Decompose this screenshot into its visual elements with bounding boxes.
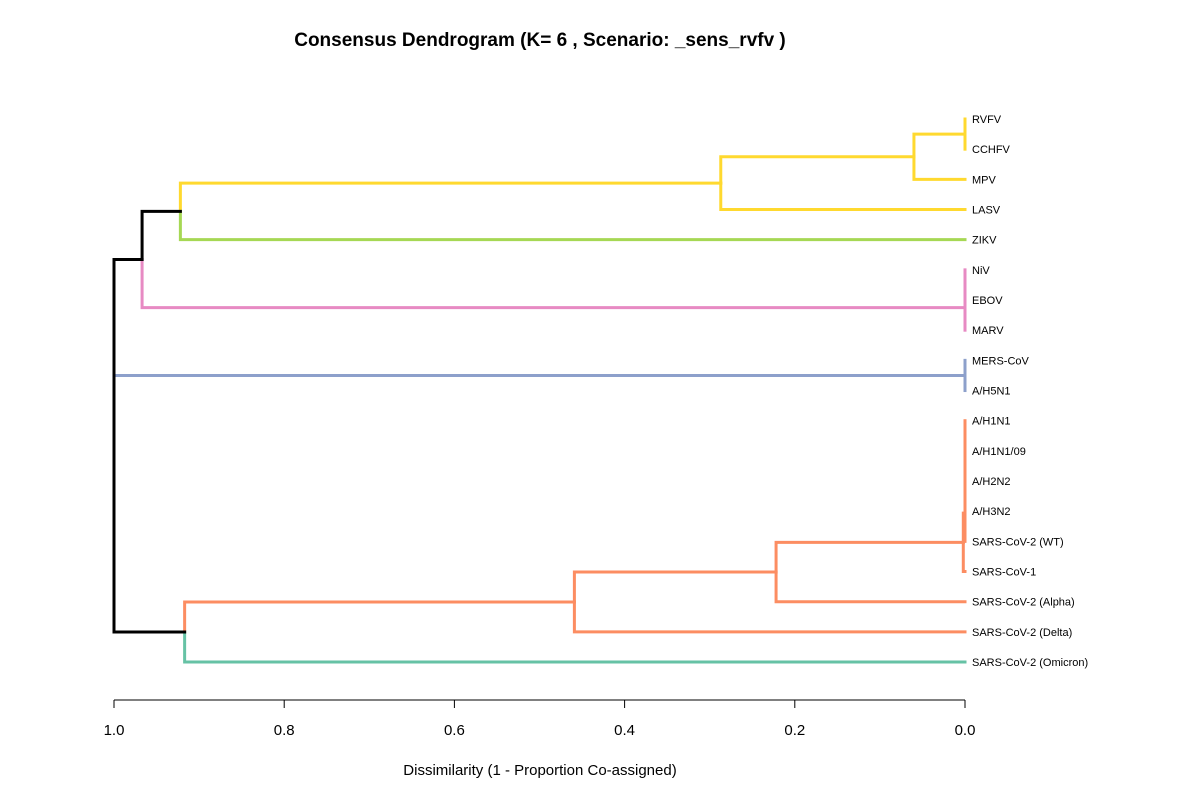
chart-title: Consensus Dendrogram (K= 6 , Scenario: _…	[294, 30, 786, 51]
merge-branch	[912, 155, 967, 181]
merge-branch	[719, 155, 916, 185]
leaf-label: MERS-CoV	[972, 355, 1030, 367]
leaf-label: EBOV	[972, 295, 1003, 307]
merge-branch	[774, 540, 965, 574]
dendrogram-merge-m13	[961, 511, 967, 574]
leaf-label: SARS-CoV-2 (Delta)	[972, 627, 1072, 639]
dendrogram-merge-m17	[112, 257, 967, 377]
x-tick-label: 0.8	[274, 722, 295, 739]
dendrogram-links	[112, 117, 967, 664]
x-tick-label: 0.2	[784, 722, 805, 739]
dendrogram-merge-m4	[178, 181, 967, 242]
merge-branch	[572, 600, 967, 634]
merge-branch	[140, 257, 967, 310]
x-tick-label: 1.0	[104, 722, 125, 739]
x-tick-label: 0.4	[614, 722, 635, 739]
dendrogram-merge-m7	[140, 209, 967, 310]
leaf-label: A/H1N1	[972, 416, 1011, 428]
leaf-label: ZIKV	[972, 235, 997, 247]
leaf-label: LASV	[972, 205, 1001, 217]
merge-branch	[961, 540, 967, 574]
leaf-label: SARS-CoV-1	[972, 567, 1036, 579]
merge-branch	[178, 181, 723, 213]
leaf-label: A/H1N1/09	[972, 446, 1026, 458]
merge-branch	[774, 570, 967, 604]
leaf-label: CCHFV	[972, 144, 1011, 156]
merge-branch	[183, 630, 967, 664]
leaf-label: RVFV	[972, 114, 1002, 126]
leaf-labels: RVFV CCHFV MPV LASV ZIKV NiV EBOV MARV MERS-CoV A…	[972, 114, 1088, 669]
merge-branch	[572, 570, 778, 604]
merge-branch	[961, 511, 967, 544]
merge-branch	[112, 473, 187, 634]
dendrogram-merge-m3	[719, 155, 967, 212]
leaf-label: SARS-CoV-2 (WT)	[972, 536, 1064, 548]
x-tick-label: 0.0	[955, 722, 976, 739]
leaf-label: A/H3N2	[972, 506, 1011, 518]
leaf-label: SARS-CoV-2 (Alpha)	[972, 597, 1075, 609]
merge-branch	[112, 315, 967, 377]
merge-branch	[178, 209, 967, 242]
dendrogram-merge-m2	[912, 132, 967, 181]
dendrogram-merge-m16	[183, 600, 967, 664]
merge-branch	[912, 132, 967, 159]
merge-branch	[183, 600, 576, 634]
x-tick-label: 0.6	[444, 722, 465, 739]
leaf-label: SARS-CoV-2 (Omicron)	[972, 657, 1088, 669]
leaf-label: A/H5N1	[972, 386, 1011, 398]
merge-branch	[112, 257, 144, 319]
dendrogram-merge-m18	[112, 315, 187, 634]
x-axis-label: Dissimilarity (1 - Proportion Co-assigne…	[403, 762, 677, 779]
leaf-label: A/H2N2	[972, 476, 1011, 488]
leaf-label: MPV	[972, 174, 997, 186]
leaf-label: NiV	[972, 265, 990, 277]
dendrogram-merge-m14	[774, 540, 967, 604]
leaf-label: MARV	[972, 325, 1004, 337]
x-axis: 1.0 0.8 0.6 0.4 0.2 0.0	[104, 699, 976, 739]
merge-branch	[140, 209, 182, 261]
dendrogram-merge-m15	[572, 570, 967, 634]
merge-branch	[719, 181, 967, 212]
